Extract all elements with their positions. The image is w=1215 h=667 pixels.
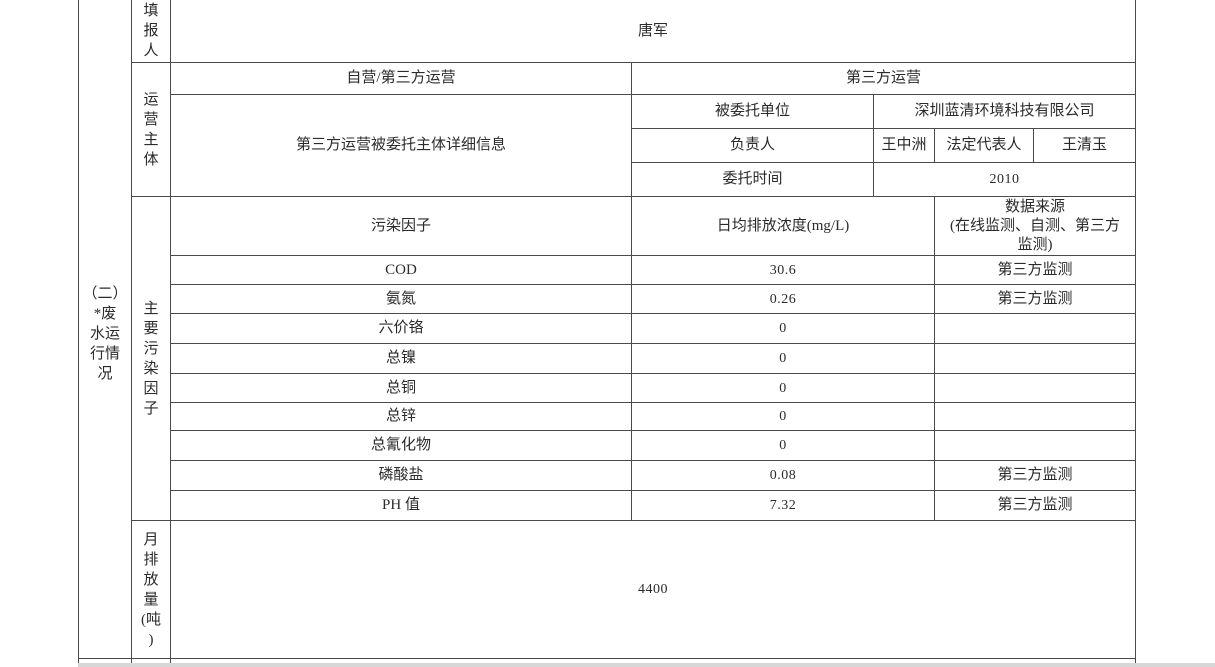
pollutant-value-cell: 0 — [631, 402, 935, 431]
pollutant-value-cell: 0 — [631, 430, 935, 461]
pollutant-value-cell: 0 — [631, 373, 935, 403]
operation-mode-label-cell: 自营/第三方运营 — [170, 62, 632, 95]
pollutant-source-cell: 第三方监测 — [934, 255, 1136, 285]
reporter-label-cell: 填 报 人 — [131, 0, 171, 63]
entrust-time-value-cell: 2010 — [873, 162, 1136, 197]
principal-label-cell: 负责人 — [631, 128, 874, 163]
pollutant-source-cell: 第三方监测 — [934, 490, 1136, 521]
pollutant-value-cell: 7.32 — [631, 490, 935, 521]
pollutants-label-cell: 主 要 污 染 因 子 — [131, 196, 171, 521]
third-party-detail-label-cell: 第三方运营被委托主体详细信息 — [170, 94, 632, 197]
pollutant-value-cell: 0 — [631, 343, 935, 374]
monthly-discharge-label-cell: 月 排 放 量 (吨 ) — [131, 520, 171, 659]
entrusted-unit-value-cell: 深圳蓝清环境科技有限公司 — [873, 94, 1136, 129]
pollutant-source-cell: 第三方监测 — [934, 284, 1136, 314]
pollutant-source-cell — [934, 402, 1136, 431]
pollutant-name-cell: 磷酸盐 — [170, 460, 632, 491]
reporter-value-cell: 唐军 — [170, 0, 1136, 63]
principal-value-cell: 王中洲 — [873, 128, 935, 163]
section-label-cell: （二） *废 水运 行情 况 — [78, 0, 132, 667]
entrusted-unit-label-cell: 被委托单位 — [631, 94, 874, 129]
pollutant-value-cell: 0.26 — [631, 284, 935, 314]
pollutant-source-cell: 第三方监测 — [934, 460, 1136, 491]
pollutant-source-cell — [934, 430, 1136, 461]
pollutant-source-header-cell: 数据来源 (在线监测、自测、第三方 监测) — [934, 196, 1136, 256]
operation-mode-value-cell: 第三方运营 — [631, 62, 1136, 95]
pollutant-value-cell: 0.08 — [631, 460, 935, 491]
pollutant-value-cell: 0 — [631, 313, 935, 344]
monthly-discharge-value-cell: 4400 — [170, 520, 1136, 659]
pollutant-name-cell: 总铜 — [170, 373, 632, 403]
pollutant-name-cell: 氨氮 — [170, 284, 632, 314]
pollutant-factor-header-cell: 污染因子 — [170, 196, 632, 256]
pollutant-name-cell: 总镍 — [170, 343, 632, 374]
legal-rep-label-cell: 法定代表人 — [934, 128, 1034, 163]
pollutant-source-cell — [934, 373, 1136, 403]
pollutant-source-cell — [934, 313, 1136, 344]
pollutant-name-cell: PH 值 — [170, 490, 632, 521]
entrust-time-label-cell: 委托时间 — [631, 162, 874, 197]
legal-rep-value-cell: 王清玉 — [1033, 128, 1136, 163]
pollutant-name-cell: 总锌 — [170, 402, 632, 431]
next-row-sliver-content — [170, 658, 1136, 667]
pollutant-name-cell: 六价铬 — [170, 313, 632, 344]
pollutant-name-cell: 总氰化物 — [170, 430, 632, 461]
pollutant-name-cell: COD — [170, 255, 632, 285]
pollutant-concentration-header-cell: 日均排放浓度(mg/L) — [631, 196, 935, 256]
bottom-edge-strip — [78, 663, 1215, 667]
operator-label-cell: 运 营 主 体 — [131, 62, 171, 197]
pollutant-source-cell — [934, 343, 1136, 374]
pollutant-value-cell: 30.6 — [631, 255, 935, 285]
